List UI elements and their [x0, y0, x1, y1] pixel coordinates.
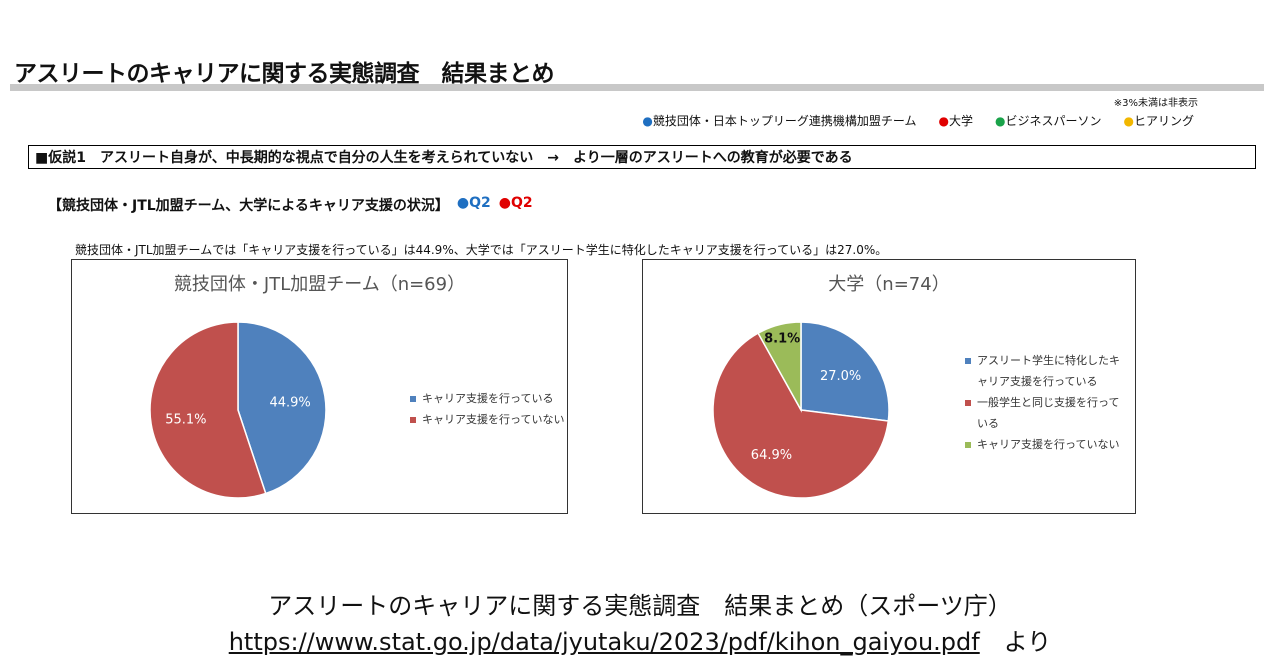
divider [10, 84, 1264, 91]
bullet: ● [456, 195, 470, 211]
key-item: ●ビジネスパーソン [995, 112, 1102, 129]
key-item: ●競技団体・日本トップリーグ連携機構加盟チーム [642, 112, 916, 129]
note: ※3%未満は非表示 [1113, 98, 1198, 109]
summary: 競技団体・JTL加盟チームでは「キャリア支援を行っている」は44.9%、大学では… [75, 243, 888, 257]
pie-slice [757, 321, 802, 413]
legend-swatch [965, 358, 971, 364]
legend-label: キャリア支援を行っている [422, 392, 554, 405]
hypothesis: ■仮説1 アスリート自身が、中長期的な視点で自分の人生を考えられていない → よ… [28, 145, 1256, 169]
bullet: ● [938, 114, 949, 128]
key: ●競技団体・日本トップリーグ連携機構加盟チーム ●大学 ●ビジネスパーソン ●ヒアリン… [642, 112, 1194, 129]
legend-swatch [410, 417, 416, 423]
key-label: 大学 [948, 114, 973, 128]
section: 【競技団体・JTL加盟チーム、大学によるキャリア支援の状況】 ●Q2 ●Q2 [48, 195, 533, 215]
chart-title: 競技団体・JTL加盟チーム（n=69） [174, 274, 465, 295]
legend-item: アスリート学生に特化したキャリア支援を行っている [965, 350, 1125, 392]
link-suffix: より [1003, 628, 1052, 656]
data-label: 27.0% [820, 369, 861, 384]
tag-label: Q2 [469, 195, 491, 211]
data-label: 8.1% [764, 332, 800, 347]
tag-label: Q2 [510, 195, 533, 211]
pie-chart: 大学（n=74） 27.0% 64.9% 8.1% [712, 274, 950, 499]
pie-slice [800, 321, 890, 422]
legend-swatch [965, 400, 971, 406]
legend-item: 一般学生と同じ支援を行っている [965, 392, 1125, 434]
bullet: ● [995, 114, 1006, 128]
chart: 大学（n=74） 27.0% 64.9% 8.1% アスリート学生に特化したキャリア支援… [642, 259, 1136, 514]
legend-label: アスリート学生に特化したキャリア支援を行っている [977, 354, 1120, 388]
chart: 競技団体・JTL加盟チーム（n=69） 44.9% 55.1% キャリア支援を行ってい… [71, 259, 568, 514]
chart-title: 大学（n=74） [828, 274, 949, 295]
data-label: 55.1% [165, 412, 206, 427]
legend: アスリート学生に特化したキャリア支援を行っている 一般学生と同じ支援を行っているキ… [965, 350, 1125, 455]
key-label: 競技団体・日本トップリーグ連携機構加盟チーム [652, 114, 917, 128]
data-label: 64.9% [751, 448, 792, 463]
bullet: ● [642, 114, 653, 128]
key-item: ●大学 [939, 112, 974, 129]
caption: アスリートのキャリアに関する実態調査 結果まとめ（スポーツ庁） [268, 592, 1012, 620]
section-title: 【競技団体・JTL加盟チーム、大学によるキャリア支援の状況】 [48, 198, 449, 214]
legend-item: キャリア支援を行っている [410, 388, 580, 409]
pie-slice [712, 332, 890, 499]
data-label: 44.9% [269, 396, 310, 411]
title: アスリートのキャリアに関する実態調査 結果まとめ [14, 61, 555, 87]
key-label: ビジネスパーソン [1005, 114, 1102, 128]
section-tag: ●Q2 [499, 195, 533, 215]
pie-slice [237, 321, 327, 495]
key-label: ヒアリング [1133, 114, 1194, 128]
legend: キャリア支援を行っている キャリア支援を行っていない [410, 388, 580, 430]
legend-label: キャリア支援を行っていない [977, 438, 1120, 451]
key-item: ●ヒアリング [1124, 112, 1195, 129]
source: https://www.stat.go.jp/data/jyutaku/2023… [0, 622, 1280, 657]
legend-label: 一般学生と同じ支援を行っている [977, 396, 1120, 430]
bullet: ● [1123, 114, 1134, 128]
legend-label: キャリア支援を行っていない [422, 413, 565, 426]
legend-swatch [965, 442, 971, 448]
legend-item: キャリア支援を行っていない [410, 409, 580, 430]
link[interactable]: https://www.stat.go.jp/data/jyutaku/2023… [228, 628, 980, 656]
legend-item: キャリア支援を行っていない [965, 434, 1125, 455]
pie-slice [149, 321, 267, 499]
legend-swatch [410, 396, 416, 402]
section-tag: ●Q2 [457, 195, 491, 215]
pie-chart: 競技団体・JTL加盟チーム（n=69） 44.9% 55.1% [149, 274, 465, 499]
bullet: ● [498, 195, 511, 211]
